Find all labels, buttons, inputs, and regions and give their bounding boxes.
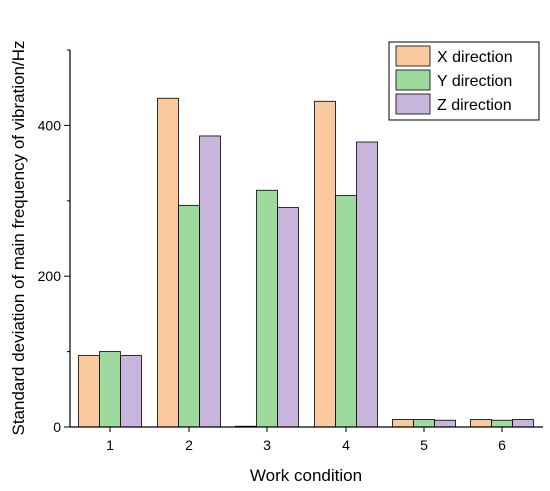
legend-swatch-y-direction xyxy=(395,69,431,91)
bar-z-direction-2 xyxy=(199,135,221,428)
y-tick-label-200: 200 xyxy=(38,268,62,284)
bar-x-direction-4 xyxy=(314,100,336,428)
bar-z-direction-1 xyxy=(120,354,142,428)
x-tick-label-4: 4 xyxy=(342,437,350,453)
bar-y-direction-2 xyxy=(178,204,200,428)
x-tick-label-1: 1 xyxy=(106,437,114,453)
bar-y-direction-1 xyxy=(99,351,121,428)
y-axis-title: Standard deviation of main frequency of … xyxy=(9,40,28,435)
y-tick-label-400: 400 xyxy=(38,117,62,133)
bar-z-direction-4 xyxy=(356,141,378,428)
bars-group xyxy=(78,97,534,428)
x-tick-label-6: 6 xyxy=(498,437,506,453)
legend-swatch-x-direction xyxy=(395,45,431,67)
axes-group xyxy=(69,50,543,428)
x-tick-label-3: 3 xyxy=(263,437,271,453)
bar-x-direction-2 xyxy=(157,97,179,428)
bar-y-direction-4 xyxy=(335,195,357,428)
legend-label-z-direction: Z direction xyxy=(437,97,512,114)
legend-label-x-direction: X direction xyxy=(437,49,513,66)
bar-y-direction-3 xyxy=(256,189,278,428)
bar-y-direction-6 xyxy=(491,419,513,428)
bar-z-direction-6 xyxy=(512,419,534,428)
ticks-group: 0 200 400 1 2 3 4 5 6 xyxy=(38,49,506,453)
legend-label-y-direction: Y direction xyxy=(437,73,512,90)
bar-x-direction-5 xyxy=(392,419,414,428)
bar-y-direction-5 xyxy=(413,419,435,428)
x-tick-label-2: 2 xyxy=(185,437,193,453)
bar-z-direction-5 xyxy=(434,419,456,428)
legend: X direction Y direction Z direction xyxy=(388,41,540,121)
bar-x-direction-1 xyxy=(78,354,100,428)
legend-swatch-z-direction xyxy=(395,93,431,115)
x-axis-title: Work condition xyxy=(250,466,362,485)
bar-z-direction-3 xyxy=(277,207,299,428)
x-tick-label-5: 5 xyxy=(420,437,428,453)
y-tick-label-0: 0 xyxy=(53,419,61,435)
bar-x-direction-6 xyxy=(470,419,492,428)
